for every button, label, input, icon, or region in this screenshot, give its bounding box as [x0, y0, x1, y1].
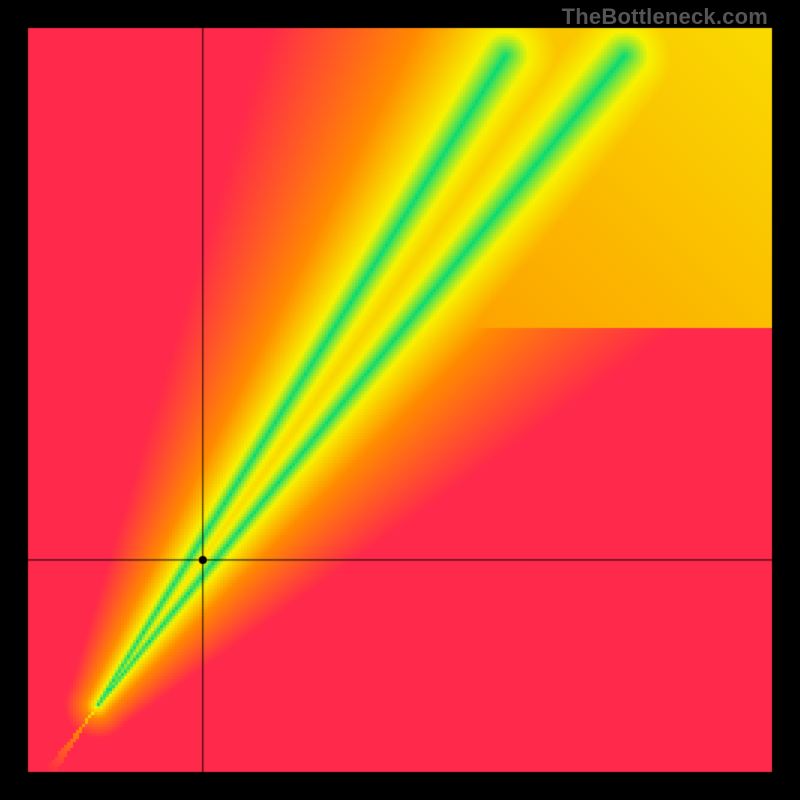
watermark-text: TheBottleneck.com	[562, 4, 768, 30]
chart-stage: TheBottleneck.com	[0, 0, 800, 800]
bottleneck-canvas	[0, 0, 800, 800]
